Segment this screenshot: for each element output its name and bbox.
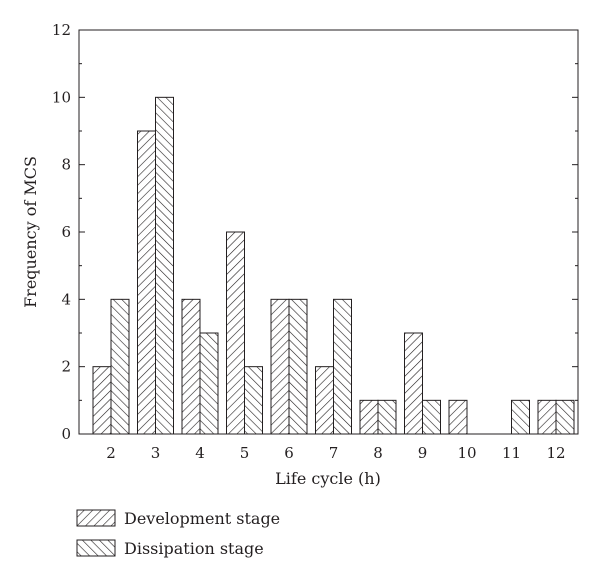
y-tick-label: 2: [61, 358, 71, 376]
ticks-layer: 0 2 4 6 8 10 12 2 3 4 5 6 7 8 9 10 11 12: [52, 21, 578, 462]
legend-item-dissipation: Dissipation stage: [76, 539, 264, 558]
bar-development-3: [137, 130, 156, 435]
legend-label-development: Development stage: [124, 509, 280, 528]
bar-development-5: [226, 231, 245, 435]
bar-development-12: [537, 399, 557, 435]
legend-swatch-development: [76, 509, 116, 527]
legend-label-dissipation: Dissipation stage: [124, 539, 264, 558]
bar-dissipation-11: [511, 399, 530, 435]
bar-dissipation-2: [110, 298, 130, 435]
x-tick-label-6: 6: [284, 444, 294, 462]
y-axis-title: Frequency of MCS: [21, 156, 40, 308]
bar-dissipation-7: [333, 298, 352, 435]
y-tick-label: 8: [61, 156, 71, 174]
bar-dissipation-4: [199, 332, 219, 435]
y-tick-label: 10: [52, 88, 71, 106]
y-tick-label: 6: [61, 223, 71, 241]
bar-development-4: [181, 298, 201, 435]
bar-development-7: [315, 366, 334, 435]
y-tick-label: 12: [52, 21, 71, 39]
bar-development-8: [359, 399, 379, 435]
bar-development-10: [448, 399, 468, 435]
bar-dissipation-9: [422, 399, 441, 435]
x-tick-label-12: 12: [546, 444, 565, 462]
x-tick-label-8: 8: [373, 444, 383, 462]
y-tick-label: 0: [61, 425, 71, 443]
bar-dissipation-6: [288, 298, 308, 435]
x-tick-label-3: 3: [151, 444, 161, 462]
legend-swatch-dissipation: [76, 539, 116, 557]
x-axis-title: Life cycle (h): [275, 469, 381, 488]
bar-dissipation-8: [377, 399, 397, 435]
x-tick-label-2: 2: [106, 444, 116, 462]
x-tick-label-7: 7: [329, 444, 339, 462]
x-tick-label-5: 5: [240, 444, 250, 462]
bar-dissipation-3: [155, 96, 174, 435]
x-tick-label-9: 9: [418, 444, 428, 462]
y-tick-label: 4: [61, 290, 71, 308]
bar-development-9: [404, 332, 423, 435]
x-tick-label-11: 11: [502, 444, 521, 462]
bar-development-2: [92, 366, 112, 435]
bars-layer: [92, 96, 575, 435]
legend: Development stage Dissipation stage: [76, 509, 280, 558]
bar-development-6: [270, 298, 290, 435]
x-tick-label-10: 10: [457, 444, 476, 462]
bar-dissipation-12: [555, 399, 575, 435]
bar-dissipation-5: [244, 366, 263, 435]
legend-item-development: Development stage: [76, 509, 280, 528]
x-tick-label-4: 4: [195, 444, 205, 462]
